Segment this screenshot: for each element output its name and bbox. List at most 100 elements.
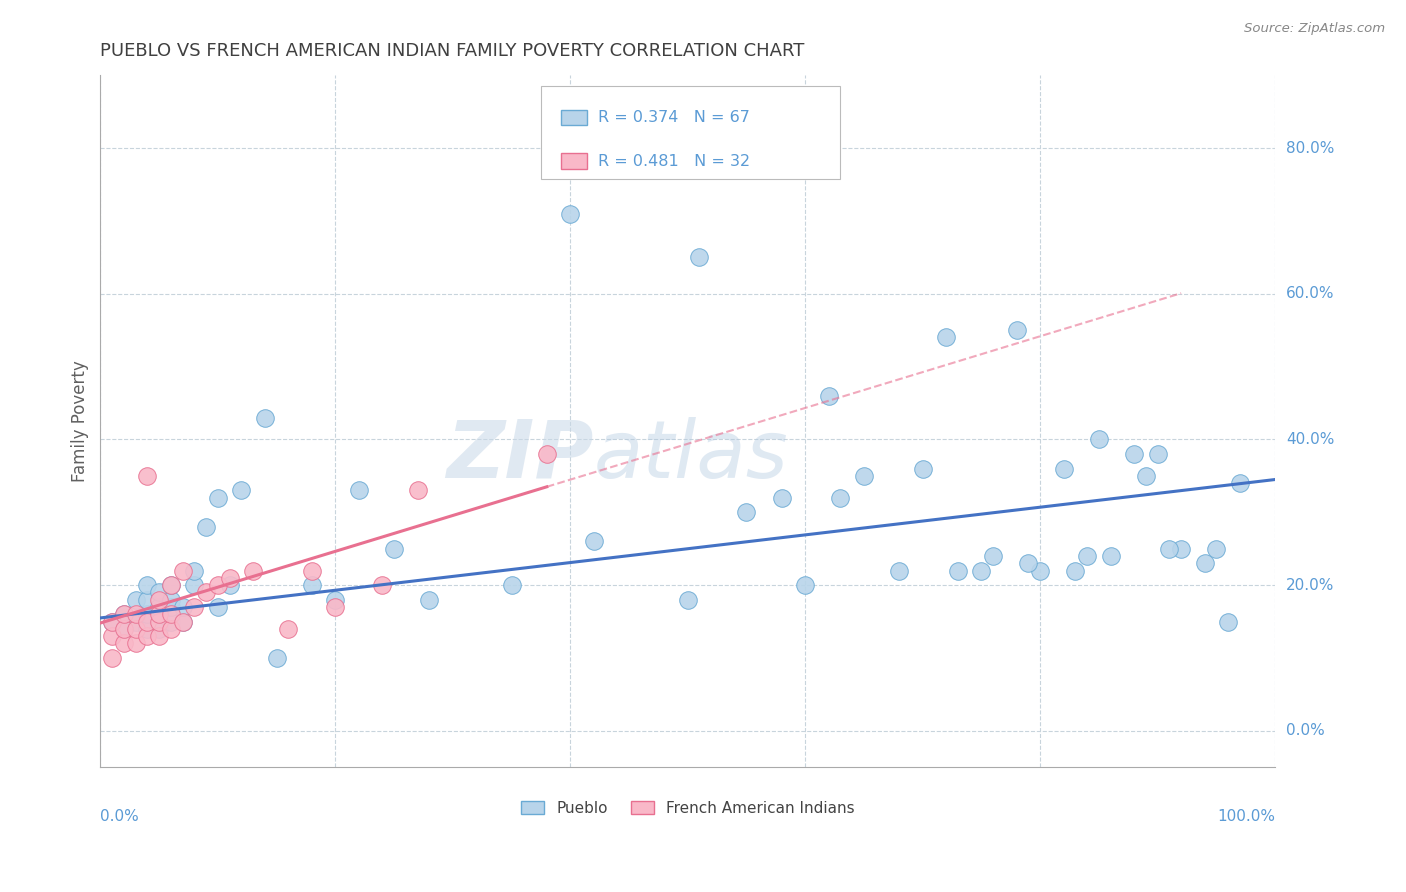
Point — [735, 505, 758, 519]
FancyBboxPatch shape — [541, 86, 841, 179]
Text: 60.0%: 60.0% — [1286, 286, 1334, 301]
Point — [266, 651, 288, 665]
Point — [231, 483, 253, 498]
Point — [207, 578, 229, 592]
Point — [1064, 564, 1087, 578]
Text: 0.0%: 0.0% — [1286, 723, 1324, 739]
Point — [406, 483, 429, 498]
Point — [253, 410, 276, 425]
Point — [501, 578, 523, 592]
Point — [183, 578, 205, 592]
Point — [1218, 615, 1240, 629]
Point — [160, 622, 183, 636]
Point — [101, 615, 124, 629]
Point — [160, 607, 183, 622]
Point — [172, 564, 194, 578]
Point — [1017, 556, 1039, 570]
Point — [172, 599, 194, 614]
Point — [347, 483, 370, 498]
Text: PUEBLO VS FRENCH AMERICAN INDIAN FAMILY POVERTY CORRELATION CHART: PUEBLO VS FRENCH AMERICAN INDIAN FAMILY … — [100, 42, 804, 60]
Point — [981, 549, 1004, 563]
Point — [124, 592, 146, 607]
Point — [160, 615, 183, 629]
Point — [1229, 476, 1251, 491]
Point — [1088, 433, 1111, 447]
Point — [160, 599, 183, 614]
Point — [172, 615, 194, 629]
Point — [418, 592, 440, 607]
Point — [830, 491, 852, 505]
Point — [852, 468, 875, 483]
Point — [112, 622, 135, 636]
Point — [1053, 461, 1076, 475]
Point — [323, 599, 346, 614]
Point — [112, 622, 135, 636]
Point — [195, 520, 218, 534]
Text: 40.0%: 40.0% — [1286, 432, 1334, 447]
Point — [136, 629, 159, 643]
Point — [1099, 549, 1122, 563]
Text: R = 0.374   N = 67: R = 0.374 N = 67 — [599, 111, 751, 125]
Text: 80.0%: 80.0% — [1286, 141, 1334, 155]
Text: Source: ZipAtlas.com: Source: ZipAtlas.com — [1244, 22, 1385, 36]
Point — [1029, 564, 1052, 578]
Text: ZIP: ZIP — [446, 417, 593, 495]
Point — [124, 615, 146, 629]
Point — [148, 607, 170, 622]
Point — [183, 564, 205, 578]
Point — [935, 330, 957, 344]
Point — [382, 541, 405, 556]
Point — [124, 622, 146, 636]
Point — [148, 592, 170, 607]
Point — [160, 578, 183, 592]
Point — [301, 564, 323, 578]
Point — [148, 615, 170, 629]
Point — [172, 615, 194, 629]
Point — [560, 206, 582, 220]
FancyBboxPatch shape — [561, 153, 586, 169]
Point — [136, 468, 159, 483]
Point — [889, 564, 911, 578]
Point — [770, 491, 793, 505]
Point — [676, 592, 699, 607]
Text: 0.0%: 0.0% — [100, 809, 139, 824]
Point — [371, 578, 394, 592]
Point — [689, 250, 711, 264]
Point — [1170, 541, 1192, 556]
Point — [1205, 541, 1227, 556]
Legend: Pueblo, French American Indians: Pueblo, French American Indians — [515, 795, 860, 822]
Point — [136, 592, 159, 607]
Point — [160, 578, 183, 592]
Point — [207, 491, 229, 505]
Point — [136, 578, 159, 592]
Text: R = 0.481   N = 32: R = 0.481 N = 32 — [599, 153, 751, 169]
Point — [301, 578, 323, 592]
Text: 100.0%: 100.0% — [1218, 809, 1275, 824]
Point — [277, 622, 299, 636]
Point — [148, 599, 170, 614]
Point — [1146, 447, 1168, 461]
Point — [124, 636, 146, 650]
Point — [101, 615, 124, 629]
Point — [148, 585, 170, 599]
Point — [536, 447, 558, 461]
Point — [112, 636, 135, 650]
Point — [242, 564, 264, 578]
Point — [794, 578, 817, 592]
Point — [112, 607, 135, 622]
Point — [1159, 541, 1181, 556]
Point — [946, 564, 969, 578]
Point — [207, 599, 229, 614]
Point — [148, 629, 170, 643]
Point — [1135, 468, 1157, 483]
Point — [911, 461, 934, 475]
Point — [124, 607, 146, 622]
Point — [1194, 556, 1216, 570]
Point — [582, 534, 605, 549]
Y-axis label: Family Poverty: Family Poverty — [72, 360, 89, 482]
Point — [817, 389, 839, 403]
Point — [1076, 549, 1098, 563]
Point — [148, 622, 170, 636]
Point — [218, 578, 240, 592]
Point — [1005, 323, 1028, 337]
